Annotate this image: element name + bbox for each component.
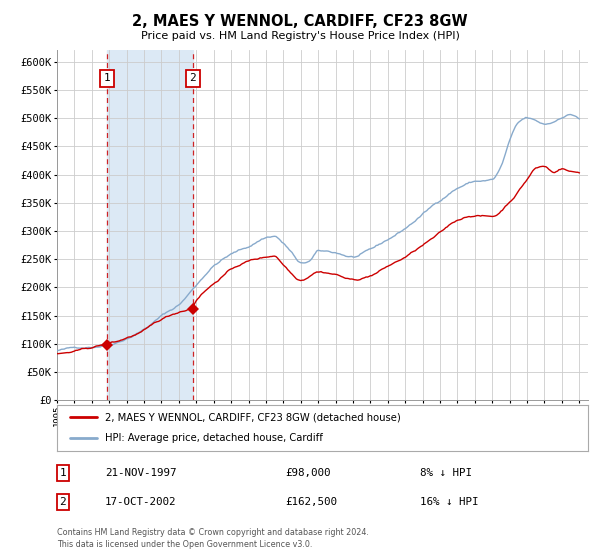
Text: 1: 1 bbox=[59, 468, 67, 478]
Text: £162,500: £162,500 bbox=[285, 497, 337, 507]
Text: 8% ↓ HPI: 8% ↓ HPI bbox=[420, 468, 472, 478]
Text: 17-OCT-2002: 17-OCT-2002 bbox=[105, 497, 176, 507]
Text: HPI: Average price, detached house, Cardiff: HPI: Average price, detached house, Card… bbox=[105, 433, 323, 444]
Text: 16% ↓ HPI: 16% ↓ HPI bbox=[420, 497, 479, 507]
Text: 2: 2 bbox=[189, 73, 196, 83]
Text: 2, MAES Y WENNOL, CARDIFF, CF23 8GW (detached house): 2, MAES Y WENNOL, CARDIFF, CF23 8GW (det… bbox=[105, 412, 401, 422]
Text: 2, MAES Y WENNOL, CARDIFF, CF23 8GW: 2, MAES Y WENNOL, CARDIFF, CF23 8GW bbox=[132, 14, 468, 29]
Text: 1: 1 bbox=[104, 73, 110, 83]
Text: £98,000: £98,000 bbox=[285, 468, 331, 478]
Bar bbox=[107, 50, 193, 400]
Text: 2: 2 bbox=[59, 497, 67, 507]
Text: Contains HM Land Registry data © Crown copyright and database right 2024.: Contains HM Land Registry data © Crown c… bbox=[57, 528, 369, 536]
Text: This data is licensed under the Open Government Licence v3.0.: This data is licensed under the Open Gov… bbox=[57, 540, 313, 549]
Text: 21-NOV-1997: 21-NOV-1997 bbox=[105, 468, 176, 478]
Text: Price paid vs. HM Land Registry's House Price Index (HPI): Price paid vs. HM Land Registry's House … bbox=[140, 31, 460, 41]
